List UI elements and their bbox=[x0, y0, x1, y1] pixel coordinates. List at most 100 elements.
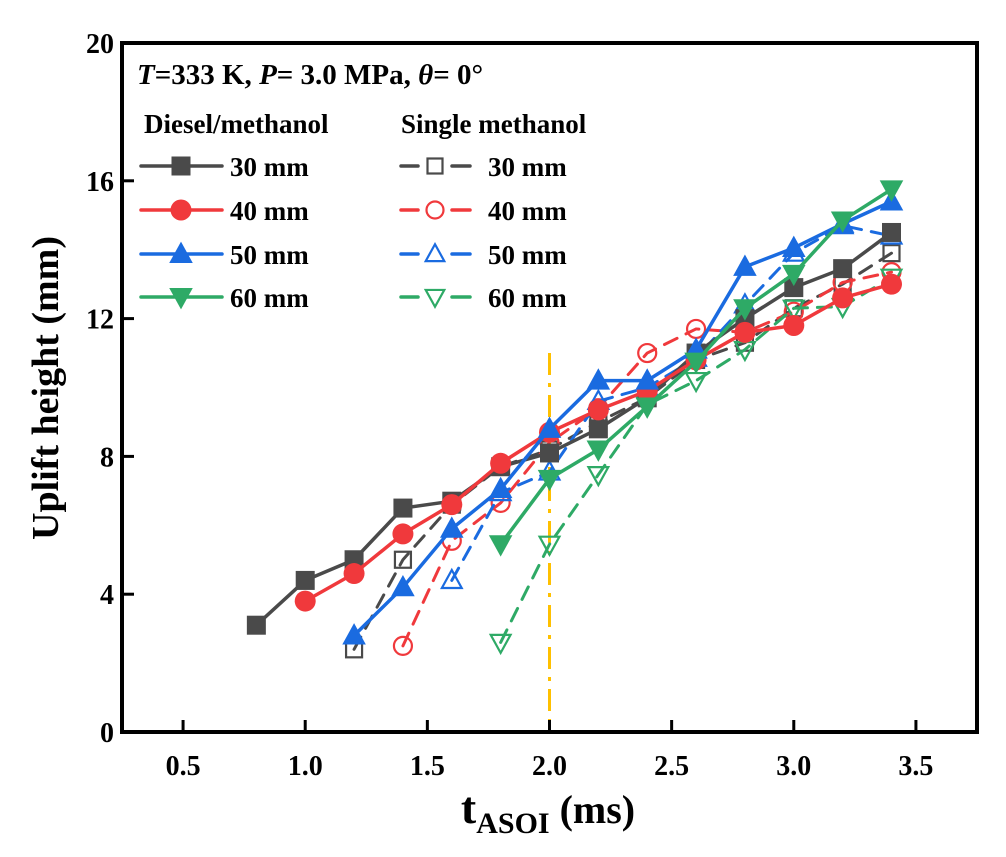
legend: Diesel/methanol Single methanol 30 mm 40 … bbox=[139, 109, 587, 313]
data-point-square bbox=[784, 278, 804, 298]
series-layer bbox=[246, 180, 904, 659]
legend-group-title-diesel-methanol: Diesel/methanol bbox=[144, 109, 329, 139]
data-point-circle bbox=[392, 635, 414, 656]
y-tick-label: 4 bbox=[100, 580, 114, 611]
data-point-triangle-down bbox=[586, 440, 611, 462]
data-point-triangle-down bbox=[586, 465, 611, 488]
legend-marker-triangle-up-open bbox=[423, 241, 447, 263]
data-point-circle bbox=[881, 273, 902, 295]
y-tick-label: 12 bbox=[86, 305, 114, 336]
legend-marker-triangle-up bbox=[169, 241, 193, 263]
cond-text-theta: = 0° bbox=[433, 59, 483, 91]
legend-label: 40 mm bbox=[230, 196, 309, 226]
cond-var-t: T bbox=[137, 59, 156, 91]
data-point-square bbox=[295, 570, 315, 590]
x-tick-label: 0.5 bbox=[166, 751, 201, 782]
data-point-triangle-down bbox=[782, 299, 806, 321]
y-axis-label: Uplift height (mm) bbox=[25, 236, 67, 540]
cond-text-p: = 3.0 MPa, bbox=[277, 59, 418, 91]
legend-marker-square bbox=[171, 156, 191, 176]
series-line bbox=[401, 270, 893, 648]
legend-item-single-methanol-40-mm: 40 mm bbox=[399, 196, 567, 226]
legend-marker-circle-open bbox=[425, 200, 445, 220]
y-tick-label: 0 bbox=[100, 718, 114, 749]
legend-item-single-methanol-60-mm: 60 mm bbox=[399, 283, 567, 313]
plot-area bbox=[246, 180, 904, 732]
conditions-annotation: T=333 K, P= 3.0 MPa, θ= 0° bbox=[137, 59, 483, 91]
x-axis-label: tASOI (ms) bbox=[461, 782, 635, 840]
legend-item-single-methanol-50-mm: 50 mm bbox=[399, 240, 567, 270]
y-tick-label: 20 bbox=[86, 29, 114, 60]
cond-var-p: P bbox=[258, 59, 277, 91]
data-point-square bbox=[393, 498, 413, 518]
legend-item-diesel-methanol-30-mm: 30 mm bbox=[139, 152, 309, 182]
data-point-triangle-up bbox=[488, 476, 513, 499]
cond-var-theta: θ bbox=[418, 59, 433, 91]
data-point-circle bbox=[490, 452, 512, 474]
data-point-square bbox=[246, 615, 266, 635]
data-point-triangle-down bbox=[635, 397, 659, 419]
legend-label: 50 mm bbox=[230, 240, 309, 270]
x-axis-label-main: t bbox=[461, 782, 477, 833]
legend-item-diesel-methanol-40-mm: 40 mm bbox=[139, 196, 309, 226]
data-point-triangle-down bbox=[537, 469, 562, 492]
data-point-triangle-up bbox=[440, 516, 464, 538]
legend-label: 30 mm bbox=[488, 152, 567, 182]
data-point-triangle-down bbox=[488, 535, 513, 557]
x-tick-label: 3.0 bbox=[776, 751, 811, 782]
data-point-triangle-down bbox=[830, 211, 855, 233]
y-tick-label: 16 bbox=[86, 167, 114, 198]
data-point-triangle-up bbox=[342, 623, 366, 645]
legend-item-diesel-methanol-50-mm: 50 mm bbox=[139, 240, 309, 270]
data-point-triangle-up bbox=[391, 574, 415, 597]
data-point-circle bbox=[392, 523, 414, 545]
legend-marker-circle bbox=[170, 199, 192, 221]
data-point-square bbox=[540, 443, 559, 463]
data-point-triangle-down bbox=[537, 535, 562, 557]
x-axis-label-subscript: ASOI bbox=[476, 807, 549, 840]
x-axis-ticks: 0.5 1.0 1.5 2.0 2.5 3.0 3.5 bbox=[166, 720, 933, 782]
y-axis-ticks: 0 4 8 12 16 20 bbox=[86, 29, 134, 749]
data-point-square bbox=[833, 259, 853, 279]
legend-group-title-single-methanol: Single methanol bbox=[401, 109, 587, 139]
data-point-square bbox=[882, 222, 901, 242]
data-point-triangle-up bbox=[782, 235, 806, 257]
data-point-square bbox=[588, 419, 608, 439]
data-point-triangle-down bbox=[879, 180, 904, 202]
data-point-circle bbox=[343, 563, 365, 585]
cond-text-t: =333 K, bbox=[155, 59, 259, 91]
data-point-circle bbox=[783, 314, 805, 336]
series-diesel-methanol-60-mm bbox=[488, 180, 904, 557]
data-point-circle bbox=[832, 287, 854, 309]
data-point-triangle-down bbox=[733, 299, 757, 321]
series-line bbox=[352, 199, 893, 637]
legend-label: 60 mm bbox=[230, 283, 309, 313]
legend-marker-square-open bbox=[426, 157, 444, 175]
x-tick-label: 1.0 bbox=[288, 751, 323, 782]
legend-item-single-methanol-30-mm: 30 mm bbox=[399, 152, 567, 182]
data-point-triangle-up bbox=[440, 567, 464, 590]
data-point-circle bbox=[587, 399, 609, 421]
x-tick-label: 3.5 bbox=[898, 751, 933, 782]
series-diesel-methanol-50-mm bbox=[342, 189, 904, 645]
legend-label: 40 mm bbox=[488, 196, 567, 226]
x-tick-label: 1.5 bbox=[410, 751, 445, 782]
y-tick-label: 8 bbox=[100, 442, 114, 473]
series-line bbox=[450, 224, 893, 582]
x-axis-label-unit: (ms) bbox=[550, 787, 636, 832]
data-point-square bbox=[882, 244, 901, 263]
data-point-triangle-up bbox=[733, 254, 757, 276]
legend-marker-triangle-down-open bbox=[423, 288, 447, 310]
x-tick-label: 2.0 bbox=[532, 751, 567, 782]
series-single-methanol-40-mm bbox=[392, 261, 902, 656]
data-point-triangle-down bbox=[782, 264, 806, 287]
data-point-circle bbox=[637, 342, 658, 364]
data-point-circle bbox=[294, 590, 316, 612]
legend-item-diesel-methanol-60-mm: 60 mm bbox=[139, 283, 309, 313]
x-tick-label: 2.5 bbox=[654, 751, 689, 782]
legend-label: 30 mm bbox=[230, 152, 309, 182]
data-point-triangle-up bbox=[537, 416, 562, 438]
data-point-square bbox=[393, 550, 413, 569]
